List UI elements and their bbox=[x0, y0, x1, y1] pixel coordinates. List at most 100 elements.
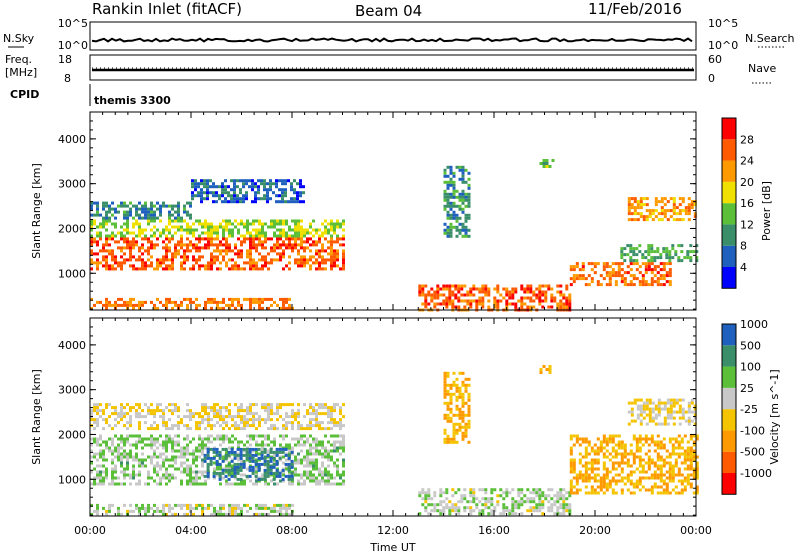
data-cell bbox=[186, 210, 189, 214]
data-cell bbox=[303, 470, 306, 474]
data-cell bbox=[228, 455, 231, 459]
data-cell bbox=[446, 440, 450, 444]
data-cell bbox=[458, 428, 462, 432]
data-cell bbox=[635, 253, 639, 257]
data-cell bbox=[312, 255, 315, 259]
data-cell bbox=[117, 415, 120, 419]
data-cell bbox=[599, 482, 603, 486]
data-cell bbox=[569, 479, 573, 483]
data-cell bbox=[102, 219, 105, 223]
data-cell bbox=[204, 306, 207, 310]
x-tick-label: 04:00 bbox=[175, 524, 207, 537]
data-cell bbox=[315, 243, 318, 247]
data-cell bbox=[236, 462, 240, 466]
data-cell bbox=[297, 458, 300, 462]
data-cell bbox=[333, 261, 336, 265]
data-cell bbox=[290, 471, 294, 475]
data-cell bbox=[520, 512, 524, 516]
data-cell bbox=[189, 216, 192, 220]
data-cell bbox=[105, 228, 108, 232]
data-cell bbox=[252, 297, 255, 301]
data-cell bbox=[695, 461, 699, 465]
data-cell bbox=[252, 222, 255, 226]
data-cell bbox=[288, 240, 291, 244]
data-cell bbox=[687, 410, 691, 414]
freq-panel: Freq. [MHz] 18 8 60 0 Nave bbox=[5, 53, 776, 85]
data-cell bbox=[575, 265, 579, 269]
data-cell bbox=[281, 468, 285, 472]
data-cell bbox=[108, 234, 111, 238]
data-cell bbox=[663, 212, 667, 216]
data-cell bbox=[237, 506, 240, 510]
data-cell bbox=[538, 506, 542, 510]
data-cell bbox=[114, 434, 117, 438]
data-cell bbox=[129, 409, 132, 413]
data-cell bbox=[318, 406, 321, 410]
data-cell bbox=[294, 458, 297, 462]
data-cell bbox=[165, 503, 168, 507]
data-cell bbox=[186, 512, 189, 516]
data-cell bbox=[230, 179, 233, 183]
data-cell bbox=[336, 237, 339, 241]
data-cell bbox=[209, 456, 213, 460]
data-cell bbox=[336, 473, 339, 477]
data-cell bbox=[186, 297, 189, 301]
data-cell bbox=[222, 306, 225, 310]
data-cell bbox=[219, 306, 222, 310]
data-cell bbox=[455, 228, 459, 232]
data-cell bbox=[294, 470, 297, 474]
data-cell bbox=[245, 456, 249, 460]
data-cell bbox=[458, 198, 462, 202]
data-cell bbox=[263, 456, 267, 460]
data-cell bbox=[228, 403, 231, 407]
data-cell bbox=[141, 237, 144, 241]
data-cell bbox=[321, 452, 324, 456]
data-cell bbox=[342, 264, 345, 268]
data-cell bbox=[111, 267, 114, 271]
data-cell bbox=[135, 452, 138, 456]
data-cell bbox=[467, 422, 471, 426]
data-cell bbox=[665, 247, 669, 251]
data-cell bbox=[93, 213, 96, 217]
data-cell bbox=[315, 418, 318, 422]
data-cell bbox=[209, 191, 212, 195]
data-cell bbox=[183, 470, 186, 474]
data-cell bbox=[505, 302, 509, 306]
data-cell bbox=[315, 443, 318, 447]
data-cell bbox=[443, 440, 447, 444]
data-cell bbox=[207, 297, 210, 301]
data-cell bbox=[147, 482, 150, 486]
data-cell bbox=[165, 440, 168, 444]
data-cell bbox=[547, 284, 551, 288]
data-cell bbox=[267, 482, 270, 486]
data-cell bbox=[183, 207, 186, 211]
data-cell bbox=[102, 476, 105, 480]
data-cell bbox=[659, 268, 663, 272]
data-cell bbox=[266, 197, 269, 201]
data-cell bbox=[300, 240, 303, 244]
data-cell bbox=[656, 265, 660, 269]
data-cell bbox=[535, 293, 539, 297]
data-cell bbox=[318, 249, 321, 253]
data-cell bbox=[138, 207, 141, 211]
data-cell bbox=[270, 297, 273, 301]
data-cell bbox=[249, 267, 252, 271]
data-cell bbox=[120, 455, 123, 459]
data-cell bbox=[147, 470, 150, 474]
data-cell bbox=[135, 446, 138, 450]
data-cell bbox=[647, 449, 651, 453]
data-cell bbox=[674, 485, 678, 489]
data-cell bbox=[227, 194, 230, 198]
data-cell bbox=[446, 392, 450, 396]
data-cell bbox=[671, 452, 675, 456]
data-cell bbox=[675, 410, 679, 414]
data-cell bbox=[156, 506, 159, 510]
data-cell bbox=[114, 412, 117, 416]
data-cell bbox=[102, 264, 105, 268]
data-cell bbox=[275, 471, 279, 475]
data-cell bbox=[99, 409, 102, 413]
data-cell bbox=[291, 415, 294, 419]
data-cell bbox=[538, 290, 542, 294]
data-cell bbox=[215, 450, 219, 454]
data-cell bbox=[126, 237, 129, 241]
